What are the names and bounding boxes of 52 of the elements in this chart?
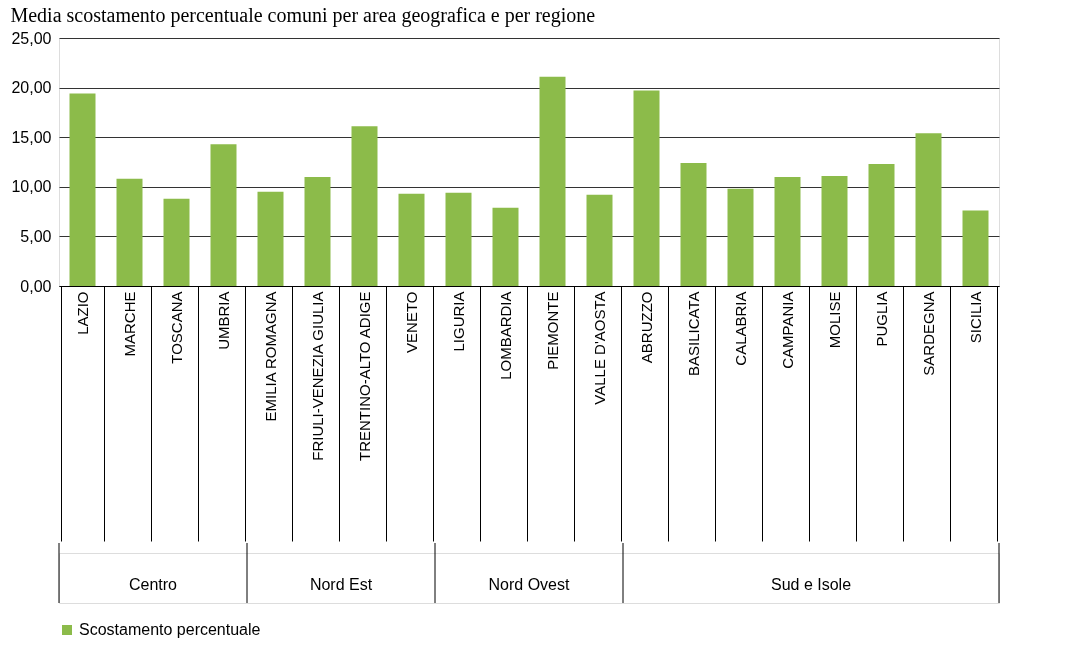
x-tick-label: UMBRIA — [215, 291, 232, 350]
y-tick-label: 0,00 — [20, 277, 52, 295]
x-tick-label: LAZIO — [74, 291, 91, 335]
x-tick-label: TOSCANA — [168, 291, 185, 364]
bar — [163, 198, 190, 286]
y-tick-label: 10,00 — [11, 178, 52, 196]
x-tick-label: TRENTINO-ALTO ADIGE — [356, 291, 373, 461]
y-tick-label: 15,00 — [11, 128, 52, 146]
bar — [821, 175, 848, 286]
bar — [304, 176, 331, 286]
text: Nord Ovest — [488, 576, 571, 593]
x-tick-label: LOMBARDIA — [497, 291, 514, 380]
text: Nord Est — [309, 576, 373, 593]
bar — [962, 210, 989, 286]
bar — [445, 192, 472, 286]
y-tick-label: 20,00 — [11, 79, 52, 97]
bar — [69, 93, 96, 286]
bar — [586, 194, 613, 286]
bar — [257, 191, 284, 286]
x-tick-label: VALLE D'AOSTA — [591, 291, 608, 405]
x-tick-label: LIGURIA — [450, 291, 467, 352]
x-tick-label: ABRUZZO — [638, 291, 655, 364]
x-tick-label: EMILIA ROMAGNA — [262, 291, 279, 422]
x-tick-label: BASILICATA — [685, 291, 702, 376]
x-tick-label: CAMPANIA — [779, 291, 796, 369]
y-tick-label: 5,00 — [20, 227, 52, 245]
legend-label: Scostamento percentuale — [79, 621, 261, 638]
bar — [727, 188, 754, 286]
x-tick-label: FRIULI-VENEZIA GIULIA — [309, 291, 326, 461]
bar — [398, 193, 425, 286]
bar — [774, 176, 801, 286]
x-tick-label: SARDEGNA — [920, 291, 937, 376]
bar — [210, 144, 237, 286]
y-tick-label: 25,00 — [11, 29, 52, 47]
x-tick-label: CALABRIA — [732, 291, 749, 366]
bar — [680, 162, 707, 286]
x-tick-label: MARCHE — [121, 291, 138, 357]
chart-title: Media scostamento percentuale comuni per area geografica e per regione — [10, 3, 596, 27]
x-tick-label: SICILIA — [967, 291, 984, 344]
bar — [539, 76, 566, 286]
bar — [492, 207, 519, 286]
bar — [868, 163, 895, 286]
bar — [633, 90, 660, 286]
x-tick-label: PUGLIA — [873, 291, 890, 347]
bar — [915, 133, 942, 286]
bar — [116, 178, 143, 286]
text: Centro — [128, 576, 178, 593]
bar — [351, 126, 378, 286]
x-tick-label: PIEMONTE — [544, 291, 561, 370]
x-tick-label: MOLISE — [826, 291, 843, 349]
text: Sud e Isole — [770, 576, 852, 593]
x-tick-label: VENETO — [403, 291, 420, 353]
